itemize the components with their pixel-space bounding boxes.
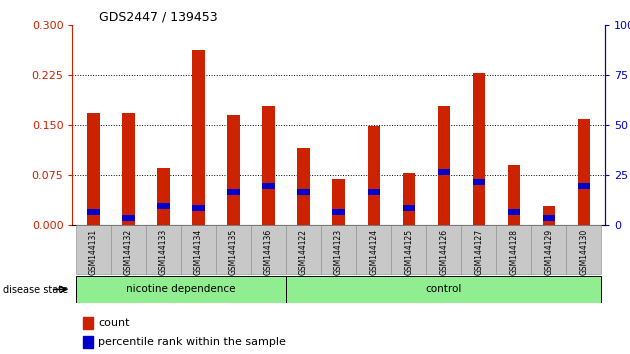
- Text: GSM144131: GSM144131: [89, 229, 98, 275]
- Bar: [263, 183, 275, 189]
- Text: GSM144126: GSM144126: [439, 229, 448, 275]
- Bar: [578, 119, 590, 225]
- Text: count: count: [98, 318, 130, 327]
- FancyBboxPatch shape: [356, 225, 391, 274]
- FancyBboxPatch shape: [426, 225, 461, 274]
- Text: GSM144123: GSM144123: [334, 229, 343, 275]
- Bar: [333, 179, 345, 225]
- FancyBboxPatch shape: [111, 225, 146, 274]
- Text: percentile rank within the sample: percentile rank within the sample: [98, 337, 286, 347]
- Text: GSM144129: GSM144129: [544, 229, 553, 275]
- Text: GSM144135: GSM144135: [229, 229, 238, 275]
- Text: GSM144133: GSM144133: [159, 229, 168, 275]
- Bar: [403, 173, 415, 225]
- Bar: [88, 113, 100, 225]
- Text: control: control: [425, 284, 462, 295]
- Bar: [542, 216, 555, 221]
- Text: GSM144128: GSM144128: [509, 229, 518, 275]
- Bar: [83, 336, 93, 348]
- Bar: [158, 204, 169, 209]
- Bar: [508, 165, 520, 225]
- Bar: [578, 183, 590, 189]
- Bar: [297, 148, 310, 225]
- Bar: [227, 189, 239, 195]
- Text: GSM144134: GSM144134: [194, 229, 203, 275]
- Text: GSM144125: GSM144125: [404, 229, 413, 275]
- FancyBboxPatch shape: [531, 225, 566, 274]
- Text: disease state: disease state: [3, 285, 68, 295]
- Bar: [122, 113, 135, 225]
- Text: GSM144130: GSM144130: [580, 229, 588, 275]
- FancyBboxPatch shape: [496, 225, 531, 274]
- Bar: [367, 189, 380, 195]
- Text: GSM144136: GSM144136: [264, 229, 273, 275]
- Text: GSM144124: GSM144124: [369, 229, 378, 275]
- FancyBboxPatch shape: [76, 276, 286, 303]
- Text: GSM144127: GSM144127: [474, 229, 483, 275]
- Bar: [192, 205, 205, 211]
- Bar: [158, 168, 169, 225]
- Bar: [542, 206, 555, 225]
- Bar: [438, 170, 450, 175]
- FancyBboxPatch shape: [251, 225, 286, 274]
- Text: GDS2447 / 139453: GDS2447 / 139453: [99, 11, 218, 24]
- Bar: [122, 216, 135, 221]
- FancyBboxPatch shape: [286, 276, 601, 303]
- FancyBboxPatch shape: [391, 225, 426, 274]
- Text: GSM144132: GSM144132: [124, 229, 133, 275]
- Bar: [508, 210, 520, 215]
- FancyBboxPatch shape: [321, 225, 356, 274]
- FancyBboxPatch shape: [216, 225, 251, 274]
- FancyBboxPatch shape: [181, 225, 216, 274]
- Bar: [83, 316, 93, 329]
- FancyBboxPatch shape: [146, 225, 181, 274]
- Bar: [227, 115, 239, 225]
- Bar: [192, 50, 205, 225]
- Bar: [297, 189, 310, 195]
- Text: nicotine dependence: nicotine dependence: [126, 284, 236, 295]
- Bar: [263, 106, 275, 225]
- FancyBboxPatch shape: [76, 225, 111, 274]
- Bar: [367, 126, 380, 225]
- FancyBboxPatch shape: [286, 225, 321, 274]
- Bar: [472, 179, 485, 185]
- Bar: [438, 106, 450, 225]
- FancyBboxPatch shape: [566, 225, 601, 274]
- FancyBboxPatch shape: [461, 225, 496, 274]
- Bar: [88, 210, 100, 215]
- Bar: [403, 205, 415, 211]
- Bar: [333, 210, 345, 215]
- Bar: [472, 73, 485, 225]
- Text: GSM144122: GSM144122: [299, 229, 308, 275]
